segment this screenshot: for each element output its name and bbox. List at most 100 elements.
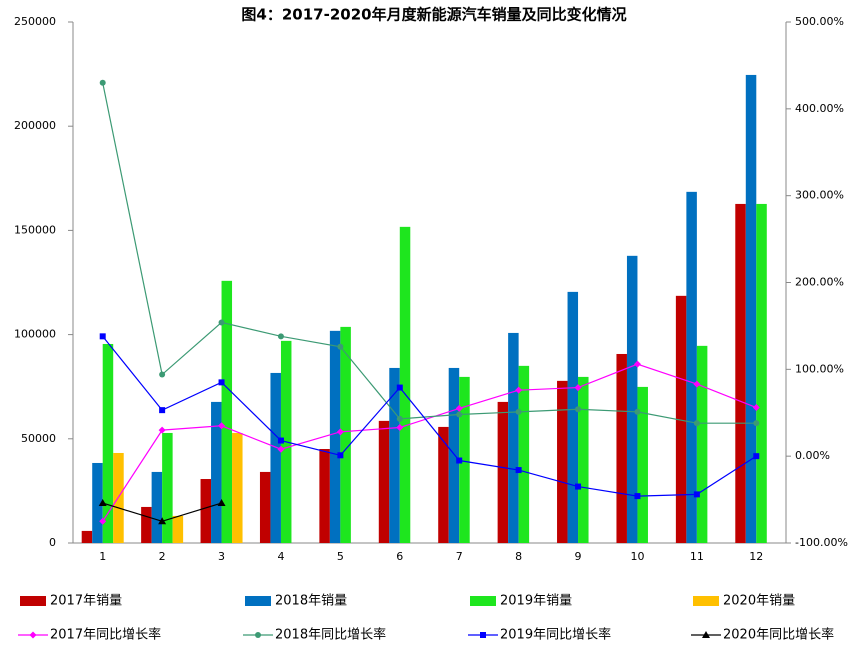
legend-swatch — [245, 596, 271, 606]
y2-tick-label: 200.00% — [795, 276, 844, 289]
bar — [626, 255, 638, 543]
legend-label: 2018年同比增长率 — [275, 627, 386, 643]
y-tick-label: 200000 — [14, 119, 56, 132]
marker — [158, 426, 166, 434]
bar — [221, 280, 233, 543]
bar — [735, 203, 746, 543]
bar — [81, 530, 93, 543]
marker — [159, 407, 166, 414]
bar — [686, 191, 697, 543]
marker — [634, 493, 641, 500]
marker — [693, 491, 700, 498]
marker — [336, 428, 344, 436]
chart-title: 图4：2017-2020年月度新能源汽车销量及同比变化情况 — [241, 6, 626, 24]
bar — [756, 203, 767, 543]
y-tick-label: 250000 — [14, 15, 56, 28]
bar — [92, 462, 103, 543]
bar — [329, 330, 341, 543]
marker — [277, 333, 284, 340]
legend-label: 2020年同比增长率 — [723, 627, 834, 643]
x-tick-label: 1 — [99, 550, 106, 563]
bar — [518, 365, 530, 543]
x-tick-label: 11 — [690, 550, 704, 563]
x-tick-label: 4 — [277, 550, 284, 563]
bar — [162, 432, 173, 543]
y2-tick-label: 400.00% — [795, 102, 844, 115]
marker — [752, 404, 760, 412]
marker — [337, 452, 344, 459]
y-tick-label: 100000 — [14, 328, 56, 341]
bar — [141, 506, 152, 543]
legend-swatch — [20, 596, 46, 606]
legend-marker — [255, 632, 261, 638]
y2-tick-label: 0.00% — [795, 449, 830, 462]
marker — [99, 79, 106, 86]
bar — [200, 479, 212, 543]
line — [102, 335, 757, 497]
marker — [277, 445, 285, 453]
marker — [396, 415, 403, 422]
marker — [693, 380, 701, 388]
x-tick-label: 9 — [575, 550, 582, 563]
marker — [634, 408, 641, 415]
bar — [151, 471, 163, 543]
y2-tick-label: 100.00% — [795, 362, 844, 375]
bar — [399, 226, 411, 544]
marker — [456, 411, 463, 418]
marker — [337, 343, 344, 350]
marker — [693, 420, 700, 427]
x-tick-label: 5 — [337, 550, 344, 563]
legend-label: 2017年销量 — [50, 594, 122, 609]
marker — [456, 457, 463, 464]
marker — [98, 499, 107, 507]
line — [102, 363, 757, 522]
marker — [218, 379, 225, 386]
bar — [675, 295, 687, 543]
marker — [277, 437, 284, 444]
y-tick-label: 0 — [49, 536, 56, 549]
y2-tick-label: 300.00% — [795, 189, 844, 202]
bar — [616, 353, 627, 543]
x-tick-label: 6 — [396, 550, 403, 563]
bar — [578, 376, 589, 543]
bar — [459, 376, 470, 543]
marker — [99, 517, 107, 525]
line — [102, 82, 757, 424]
marker — [753, 453, 760, 460]
x-tick-label: 7 — [456, 550, 463, 563]
legend-marker — [702, 631, 710, 638]
y-tick-label: 150000 — [14, 223, 56, 236]
legend-label: 2019年销量 — [500, 594, 572, 609]
bar — [319, 449, 330, 543]
marker — [633, 360, 641, 368]
bar — [567, 291, 579, 543]
legend-swatch — [693, 596, 719, 606]
bar — [211, 401, 222, 543]
marker — [99, 333, 106, 340]
y2-tick-label: -100.00% — [795, 536, 848, 549]
y-tick-label: 50000 — [21, 432, 56, 445]
marker — [158, 517, 167, 525]
x-tick-label: 12 — [749, 550, 763, 563]
marker — [218, 319, 225, 326]
marker — [575, 406, 582, 413]
bar — [508, 332, 519, 543]
marker — [753, 420, 760, 427]
bar — [696, 345, 708, 543]
bar — [557, 380, 568, 543]
bar — [172, 515, 184, 543]
legend-marker — [480, 632, 486, 638]
x-tick-label: 10 — [630, 550, 644, 563]
marker — [455, 404, 463, 412]
legend-label: 2019年同比增长率 — [500, 627, 611, 643]
marker — [515, 467, 522, 474]
bar — [232, 432, 243, 543]
legend-label: 2020年销量 — [723, 594, 795, 609]
marker — [396, 384, 403, 391]
bar — [389, 367, 400, 543]
marker — [575, 483, 582, 490]
marker — [515, 408, 522, 415]
bar — [270, 372, 281, 543]
